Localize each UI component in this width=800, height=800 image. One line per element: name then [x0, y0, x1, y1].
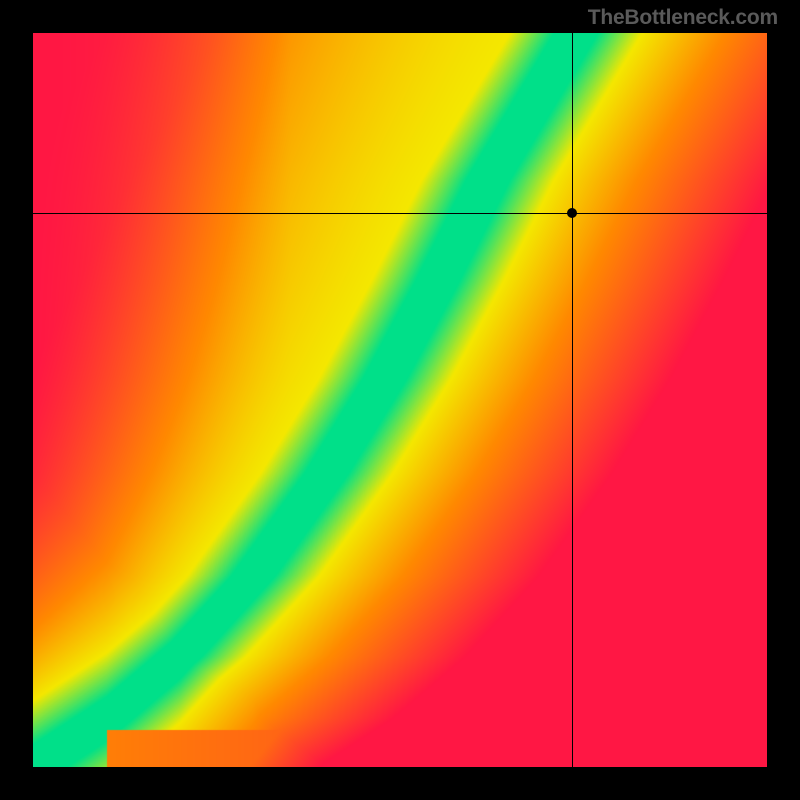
crosshair-vertical	[572, 33, 573, 767]
bottleneck-heatmap	[33, 33, 767, 767]
watermark-text: TheBottleneck.com	[588, 6, 778, 30]
heatmap-canvas	[33, 33, 767, 767]
crosshair-horizontal	[33, 213, 767, 214]
crosshair-marker	[567, 208, 577, 218]
